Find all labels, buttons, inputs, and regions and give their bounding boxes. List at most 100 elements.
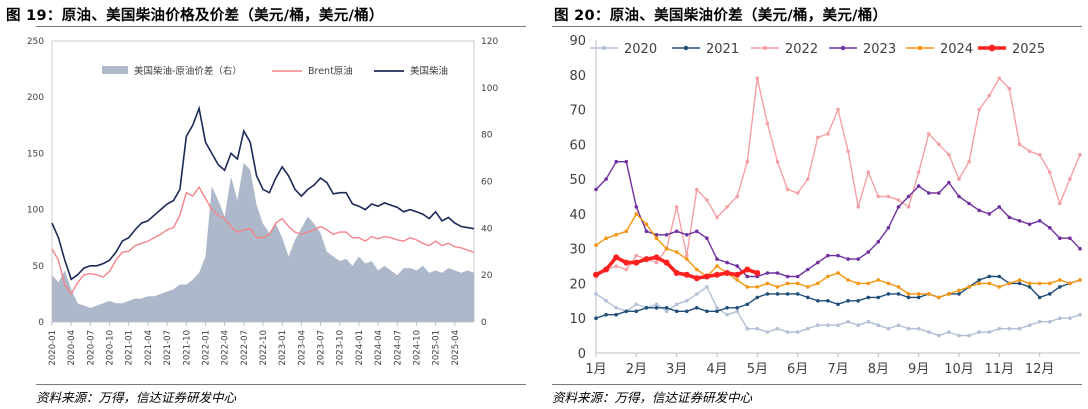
series-point-2022-12 bbox=[715, 215, 719, 220]
legend-marker-2024 bbox=[917, 45, 923, 51]
x-tick-20: 2025-01 bbox=[432, 330, 442, 366]
x-tick-16: 2024-01 bbox=[355, 330, 365, 366]
series-point-2023-25 bbox=[846, 257, 850, 261]
series-2023 bbox=[594, 159, 1082, 279]
y-tick-1: 10 bbox=[569, 312, 586, 327]
x-tick-2: 2020-07 bbox=[86, 330, 96, 366]
series-point-2024-48 bbox=[1078, 278, 1082, 282]
series-point-2023-12 bbox=[715, 257, 719, 261]
legend-item-2024: 2024 bbox=[906, 42, 973, 57]
series-point-2021-9 bbox=[685, 309, 689, 314]
series-point-2024-21 bbox=[806, 285, 810, 289]
series-point-2024-26 bbox=[856, 281, 860, 286]
series-point-2020-32 bbox=[916, 326, 921, 331]
series-point-2022-37 bbox=[967, 159, 971, 164]
legend-label-brent: Brent原油 bbox=[308, 65, 353, 77]
x-tick-2: 3月 bbox=[666, 362, 687, 377]
figure-20-chart: 0 10 20 30 40 50 60 70 80 90 1月 2月 3月 4月 5月 6月 7月 8月 9月 10月… bbox=[569, 34, 1082, 377]
series-point-2024-34 bbox=[937, 295, 941, 300]
right-y-tick-4: 80 bbox=[481, 131, 493, 141]
series-point-2024-37 bbox=[967, 285, 971, 289]
series-point-2021-8 bbox=[674, 309, 679, 314]
series-point-2023-19 bbox=[785, 274, 790, 279]
series-point-2022-6 bbox=[654, 260, 659, 265]
series-point-2021-43 bbox=[1027, 285, 1032, 289]
series-point-2023-4 bbox=[634, 205, 639, 209]
series-point-2021-28 bbox=[876, 295, 881, 300]
series-point-2025-5 bbox=[643, 256, 650, 263]
series-point-2020-41 bbox=[1007, 326, 1012, 331]
series-point-2022-27 bbox=[866, 170, 871, 174]
series-point-2024-28 bbox=[876, 278, 881, 282]
series-point-2021-31 bbox=[906, 295, 911, 300]
series-point-2020-10 bbox=[695, 292, 699, 296]
series-point-2021-11 bbox=[705, 309, 709, 314]
series-point-2022-38 bbox=[977, 107, 981, 112]
series-point-2022-17 bbox=[765, 121, 770, 126]
series-point-2020-39 bbox=[987, 330, 992, 334]
y-tick-7: 70 bbox=[569, 104, 586, 119]
x-tick-15: 2023-10 bbox=[336, 330, 346, 366]
x-tick-11: 12月 bbox=[1025, 362, 1055, 377]
left-y-tick-5: 250 bbox=[27, 37, 44, 47]
series-point-2025-8 bbox=[673, 270, 680, 276]
series-point-2021-20 bbox=[795, 292, 800, 296]
series-point-2025-1 bbox=[603, 266, 610, 273]
series-point-2024-47 bbox=[1068, 281, 1072, 286]
series-point-2025-7 bbox=[663, 259, 670, 266]
series-point-2025-15 bbox=[744, 266, 751, 273]
series-point-2024-8 bbox=[674, 250, 679, 254]
series-point-2022-22 bbox=[816, 135, 820, 140]
series-point-2021-21 bbox=[806, 295, 810, 300]
series-point-2020-36 bbox=[957, 333, 961, 338]
x-tick-6: 7月 bbox=[827, 362, 848, 377]
series-point-2021-7 bbox=[664, 306, 669, 310]
series-point-2024-25 bbox=[846, 278, 850, 282]
series-point-2020-47 bbox=[1068, 316, 1072, 321]
series-point-2025-6 bbox=[653, 254, 660, 261]
series-point-2023-22 bbox=[816, 260, 820, 265]
series-point-2021-15 bbox=[745, 302, 750, 307]
legend-marker-2020 bbox=[601, 45, 607, 51]
series-point-2024-45 bbox=[1048, 281, 1052, 286]
series-point-2020-11 bbox=[705, 285, 709, 289]
series-point-2023-6 bbox=[654, 233, 659, 237]
series-point-2023-44 bbox=[1037, 219, 1042, 223]
legend-label-2023: 2023 bbox=[863, 42, 896, 57]
series-point-2021-38 bbox=[977, 278, 981, 282]
figure-19-bottom-rule bbox=[36, 384, 526, 385]
figure-20-bottom-rule bbox=[552, 384, 1082, 385]
series-point-2021-42 bbox=[1017, 281, 1022, 286]
series-point-2021-18 bbox=[775, 292, 780, 296]
series-point-2022-4 bbox=[634, 253, 639, 258]
series-point-2021-32 bbox=[916, 295, 921, 300]
y-tick-9: 90 bbox=[569, 34, 586, 49]
y-tick-6: 60 bbox=[569, 138, 586, 153]
series-point-2024-6 bbox=[654, 236, 659, 240]
series-point-2023-0 bbox=[594, 187, 598, 192]
series-point-2025-3 bbox=[623, 259, 630, 266]
series-point-2020-35 bbox=[947, 330, 951, 334]
series-point-2024-36 bbox=[957, 288, 961, 293]
series-point-2022-40 bbox=[997, 76, 1002, 81]
x-tick-0: 1月 bbox=[585, 362, 606, 377]
series-point-2022-18 bbox=[775, 159, 780, 164]
series-point-2020-13 bbox=[725, 312, 729, 317]
series-point-2022-42 bbox=[1017, 142, 1022, 147]
series-point-2023-5 bbox=[644, 229, 649, 234]
series-point-2024-32 bbox=[916, 292, 921, 296]
series-point-2022-10 bbox=[695, 187, 699, 192]
series-point-2020-15 bbox=[745, 326, 750, 331]
series-point-2023-38 bbox=[977, 208, 981, 213]
legend-item-2025: 2025 bbox=[978, 42, 1045, 57]
series-point-2023-27 bbox=[866, 250, 871, 254]
x-tick-13: 2023-04 bbox=[297, 330, 307, 366]
legend-marker-2025 bbox=[988, 44, 996, 52]
series-point-2024-35 bbox=[947, 292, 951, 296]
series-point-2023-8 bbox=[674, 229, 679, 234]
series-point-2021-45 bbox=[1048, 292, 1052, 296]
x-tick-0: 2020-01 bbox=[48, 330, 58, 366]
series-point-2023-31 bbox=[906, 194, 911, 199]
series-point-2020-33 bbox=[927, 330, 931, 334]
x-tick-3: 2020-10 bbox=[106, 330, 116, 366]
